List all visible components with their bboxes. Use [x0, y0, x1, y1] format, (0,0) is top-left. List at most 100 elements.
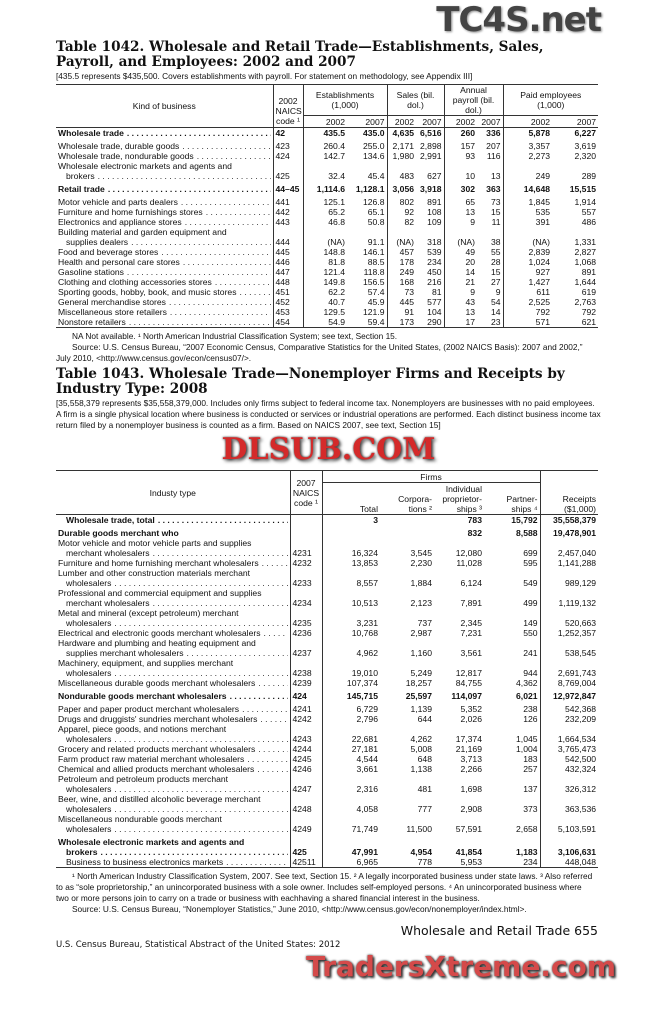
header-individual-proprietorships: Individual proprietor- ships ³ — [442, 484, 482, 514]
cell-value: 45.4 — [367, 171, 385, 181]
naics-code: 424 — [289, 688, 322, 701]
cell-value: 538,545 — [539, 648, 599, 658]
cell-value: 104 — [427, 307, 442, 317]
cell-value: 627 — [427, 171, 442, 181]
cell-value: 1,183 — [516, 847, 538, 857]
row-label: Grocery and related products merchant wh… — [58, 744, 256, 754]
cell-value: 2,123 — [410, 598, 432, 608]
cell-value: 27 — [490, 277, 501, 287]
table-row-label-line: Miscellaneous nondurable goods merchant — [56, 814, 599, 824]
cell-value: 2,457,040 — [539, 548, 599, 558]
row-label: Health and personal care stores — [58, 257, 180, 267]
row-label-prefix: Machinery, equipment, and supplies merch… — [58, 658, 234, 668]
row-label: Miscellaneous store retailers — [58, 307, 167, 317]
cell-value: 2,525 — [502, 297, 553, 307]
cell-value: 621 — [581, 317, 597, 327]
dot-leader — [258, 744, 287, 754]
row-label: Farm product raw material merchant whole… — [58, 754, 245, 764]
cell-value — [380, 525, 434, 538]
table-row: Miscellaneous durable goods merchant who… — [56, 678, 599, 688]
cell-value: 65 — [443, 194, 478, 207]
cell-value: 207 — [486, 141, 501, 151]
dot-leader — [129, 317, 271, 327]
cell-value: 944 — [523, 668, 538, 678]
cell-value: 232,209 — [539, 714, 599, 724]
cell-value: 45.9 — [367, 297, 385, 307]
row-label: merchant wholesalers — [66, 548, 150, 558]
row-label-prefix: Motor vehicle and motor vehicle parts an… — [58, 538, 252, 548]
cell-value: (NA) — [443, 237, 478, 247]
naics-code: 4246 — [289, 764, 322, 774]
dot-leader — [158, 515, 288, 525]
cell-value: 8,588 — [516, 528, 538, 538]
cell-value: 4,362 — [516, 678, 538, 688]
table-row-label-line: Machinery, equipment, and supplies merch… — [56, 658, 599, 668]
cell-value: 234 — [523, 857, 538, 867]
cell-value: 549 — [523, 578, 538, 588]
dot-leader — [226, 857, 287, 867]
cell-value: 2,320 — [574, 151, 597, 161]
cell-value: 91.1 — [367, 237, 385, 247]
naics-code: 454 — [272, 317, 303, 328]
cell-value: 92 — [386, 207, 417, 217]
cell-value: 10,768 — [321, 628, 380, 638]
cell-value: 1,139 — [410, 704, 432, 714]
cell-value: 3,713 — [460, 754, 482, 764]
row-label: brokers — [66, 171, 95, 181]
cell-value: 149 — [523, 618, 538, 628]
cell-value: 539 — [427, 247, 442, 257]
cell-value: 1,004 — [516, 744, 538, 754]
cell-value: 1,252,357 — [539, 628, 599, 638]
cell-value: 260.4 — [302, 138, 347, 151]
row-label: Electrical and electronic goods merchant… — [58, 628, 261, 638]
cell-value: 542,500 — [539, 754, 599, 764]
cell-value: 35,558,379 — [539, 514, 599, 525]
table-row-label-line: Beer, wine, and distilled alcoholic beve… — [56, 794, 599, 804]
cell-value: 1,884 — [410, 578, 432, 588]
cell-value: 142.7 — [302, 151, 347, 161]
cell-value: 891 — [427, 197, 442, 207]
table-1043-headnote: [35,558,379 represents $35,558,379,000. … — [56, 398, 601, 430]
cell-value: 792 — [502, 307, 553, 317]
naics-code: 4244 — [289, 744, 322, 754]
cell-value: 146.1 — [363, 247, 385, 257]
cell-value: 13,853 — [321, 558, 380, 568]
cell-value: 2,991 — [420, 151, 442, 161]
cell-value: 557 — [581, 207, 597, 217]
cell-value: 6,965 — [321, 857, 380, 868]
table-row: Furniture and home furnishings stores 442… — [56, 207, 598, 217]
table-row: Chemical and allied products merchant wh… — [56, 764, 599, 774]
dot-leader — [182, 141, 270, 151]
row-label: wholesalers — [66, 578, 112, 588]
table-row: Business to business electronics markets… — [56, 857, 599, 868]
row-label: merchant wholesalers — [66, 598, 150, 608]
dot-leader — [260, 714, 287, 724]
cell-value: 43 — [443, 297, 478, 307]
cell-value: (NA) — [386, 237, 417, 247]
cell-value: 249 — [502, 171, 553, 181]
cell-value: 3,765,473 — [539, 744, 599, 754]
cell-value: 84,755 — [455, 678, 482, 688]
naics-code: 441 — [272, 194, 303, 207]
dot-leader — [185, 217, 271, 227]
cell-value: 59.4 — [367, 317, 385, 327]
dot-leader — [114, 784, 287, 794]
cell-value: 12,972,847 — [539, 688, 599, 701]
dot-leader — [108, 184, 271, 194]
dot-leader — [215, 277, 271, 287]
dot-leader — [131, 237, 270, 247]
cell-value: 435.0 — [363, 128, 385, 138]
cell-value: 47,991 — [321, 847, 380, 857]
cell-value: 432,324 — [539, 764, 599, 774]
cell-value: 134.6 — [363, 151, 385, 161]
cell-value: 1,845 — [502, 194, 553, 207]
table-row: Furniture and home furnishing merchant w… — [56, 558, 599, 568]
cell-value: 2,230 — [410, 558, 432, 568]
